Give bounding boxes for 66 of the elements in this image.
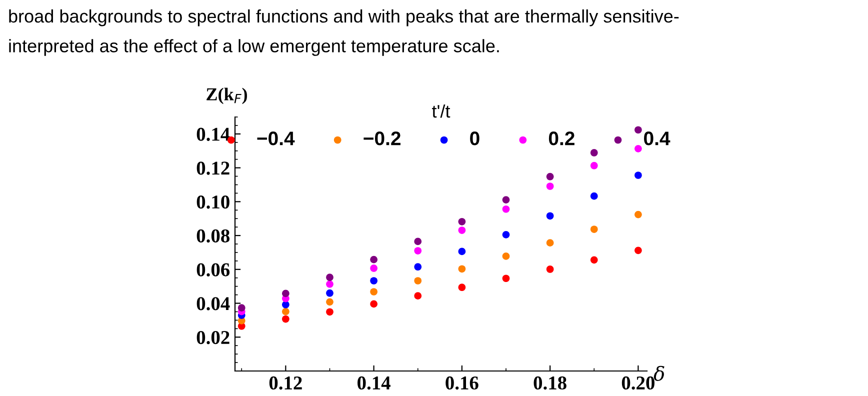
- point: [458, 226, 466, 234]
- point: [414, 247, 422, 254]
- point: [282, 290, 290, 298]
- point: [546, 182, 554, 190]
- point: [414, 238, 422, 246]
- point: [502, 205, 510, 213]
- x-axis-title: δ: [654, 366, 664, 381]
- legend-label: 0.2: [548, 132, 574, 146]
- point: [414, 292, 422, 300]
- point: [282, 308, 290, 316]
- point: [238, 304, 246, 312]
- y-tick-label: 0.02: [196, 330, 230, 344]
- point: [326, 280, 334, 288]
- point: [590, 149, 598, 156]
- point: [590, 226, 598, 233]
- point: [370, 300, 378, 308]
- y-tick-label: 0.08: [196, 229, 230, 243]
- legend-label: 0: [470, 132, 480, 146]
- point: [590, 162, 598, 170]
- point: [370, 256, 378, 264]
- x-tick-label: 0.12: [269, 376, 302, 390]
- point: [370, 277, 378, 284]
- point: [634, 172, 642, 179]
- point: [326, 308, 334, 316]
- point: [282, 315, 290, 323]
- point: [546, 212, 554, 220]
- point: [546, 239, 554, 246]
- point: [634, 246, 642, 254]
- x-tick-label: 0.18: [534, 376, 566, 390]
- x-tick-label: 0.20: [622, 376, 654, 390]
- point: [414, 277, 422, 284]
- point: [634, 210, 642, 218]
- legend-title: t'/t: [432, 104, 450, 118]
- point: [458, 218, 466, 226]
- point: [326, 298, 334, 306]
- legend-label: −0.4: [257, 132, 295, 146]
- y-tick-label: 0.10: [196, 195, 230, 209]
- text: broad backgrounds to spectral functions and with peaks that are thermally sensitive-: [9, 9, 679, 26]
- y-tick-label: 0.14: [196, 128, 230, 141]
- legend-label: 0.4: [644, 132, 670, 146]
- point: [502, 252, 510, 260]
- x-tick-label: 0.16: [446, 376, 478, 390]
- legend-label: −0.2: [364, 132, 400, 146]
- point: [590, 192, 598, 200]
- point: [502, 231, 510, 238]
- point: [458, 248, 466, 256]
- point: [590, 256, 598, 264]
- point: [370, 288, 378, 296]
- point: [458, 265, 466, 273]
- y-tick-label: 0.04: [196, 297, 230, 310]
- y-axis-title: Z(k$_{F}$): [206, 88, 247, 104]
- point: [546, 172, 554, 180]
- y-tick-label: 0.12: [196, 162, 230, 175]
- text: interpreted as the effect of a low emergent temperature scale.: [9, 39, 499, 56]
- point: [370, 264, 378, 272]
- point: [502, 274, 510, 282]
- x-tick-label: 0.14: [358, 376, 390, 390]
- point: [546, 266, 554, 273]
- point: [414, 263, 422, 271]
- point: [634, 126, 642, 134]
- point: [458, 284, 466, 292]
- y-tick-label: 0.06: [196, 263, 230, 276]
- point: [326, 274, 334, 282]
- point: [502, 196, 510, 204]
- point: [326, 289, 334, 297]
- point: [634, 144, 642, 152]
